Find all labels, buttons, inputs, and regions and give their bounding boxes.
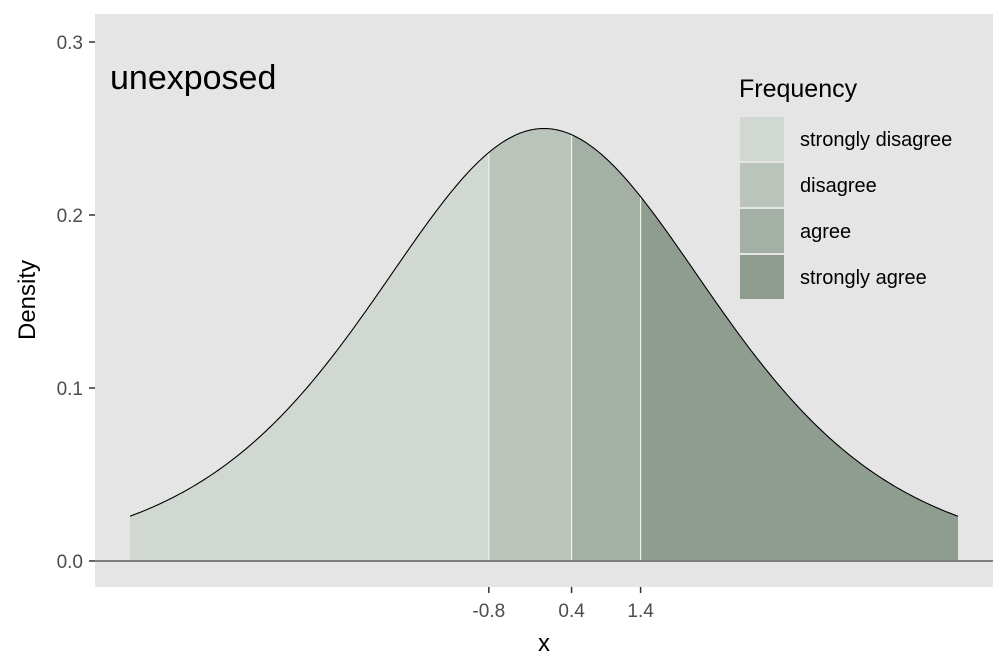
legend-key-disagree — [740, 163, 784, 207]
y-axis: 0.0 0.1 0.2 0.3 — [57, 33, 95, 573]
region-agree — [571, 134, 641, 562]
y-tick-label: 0.3 — [57, 33, 83, 54]
x-tick-label: -0.8 — [472, 601, 505, 622]
density-curve — [129, 127, 959, 517]
threshold-dividers — [488, 134, 642, 561]
x-tick-label: 1.4 — [627, 601, 654, 622]
panel-label: unexposed — [110, 59, 276, 97]
x-axis: -0.8 0.4 1.4 — [472, 587, 654, 622]
y-tick-label: 0.0 — [57, 552, 83, 573]
legend-label: strongly disagree — [800, 129, 952, 151]
y-tick-label: 0.1 — [57, 379, 83, 400]
region-disagree — [488, 128, 572, 561]
y-tick-label: 0.2 — [57, 206, 83, 227]
x-axis-title: x — [538, 630, 550, 657]
legend-title: Frequency — [739, 75, 858, 103]
legend-label: agree — [800, 221, 851, 243]
region-strongly-disagree — [130, 152, 489, 562]
legend-key-strongly-disagree — [740, 117, 784, 161]
legend-key-agree — [740, 209, 784, 253]
density-regions — [130, 128, 958, 562]
legend-key-strongly-agree — [740, 255, 784, 299]
x-tick-label: 0.4 — [558, 601, 585, 622]
region-strongly-agree — [640, 196, 958, 561]
legend: Frequency strongly disagree disagree agree… — [739, 75, 952, 299]
legend-label: disagree — [800, 175, 877, 197]
legend-label: strongly agree — [800, 267, 927, 289]
y-axis-title: Density — [14, 260, 41, 340]
